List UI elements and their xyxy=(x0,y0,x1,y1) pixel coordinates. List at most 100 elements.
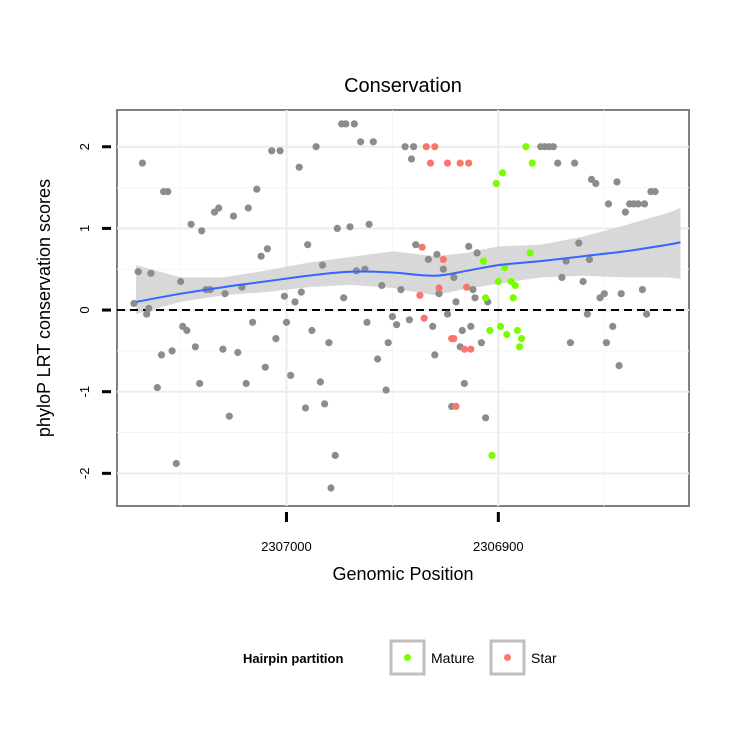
point-other xyxy=(291,298,299,306)
point-other xyxy=(435,290,443,298)
point-other xyxy=(257,252,265,260)
point-other xyxy=(452,298,460,306)
point-mature xyxy=(513,326,522,335)
point-other xyxy=(282,318,291,326)
point-other xyxy=(225,412,233,420)
point-star xyxy=(439,255,447,263)
point-other xyxy=(268,147,276,155)
point-other xyxy=(168,347,176,355)
point-other xyxy=(318,261,327,269)
point-other xyxy=(340,294,348,302)
point-other xyxy=(575,239,583,247)
confidence-band-layer xyxy=(117,208,689,315)
smooth-line-layer xyxy=(135,241,681,303)
y-tick-label: -1 xyxy=(77,386,92,398)
point-other xyxy=(469,286,477,294)
point-other xyxy=(153,384,161,392)
point-star xyxy=(443,159,452,167)
point-other xyxy=(325,339,333,347)
y-tick-label: -2 xyxy=(77,468,92,480)
point-other xyxy=(378,281,386,290)
point-star xyxy=(418,243,426,251)
point-other xyxy=(363,318,371,326)
point-other xyxy=(412,241,420,249)
point-star xyxy=(460,345,468,353)
point-star xyxy=(422,143,430,151)
point-other xyxy=(244,204,252,212)
point-other xyxy=(215,204,223,212)
point-other xyxy=(331,451,339,459)
point-other xyxy=(350,120,358,128)
y-tick-label: 1 xyxy=(77,225,92,232)
point-mature xyxy=(515,343,524,351)
point-star xyxy=(435,284,443,292)
point-mature xyxy=(528,159,536,167)
legend-label-mature: Mature xyxy=(431,650,475,666)
point-other xyxy=(145,304,153,312)
point-other xyxy=(460,379,468,388)
smooth-trend-line xyxy=(135,241,681,303)
point-mature xyxy=(509,294,517,302)
point-other xyxy=(450,273,458,281)
point-other xyxy=(253,185,261,193)
point-star xyxy=(431,143,439,151)
point-star xyxy=(463,283,471,291)
point-other xyxy=(321,400,329,408)
point-other xyxy=(147,269,155,277)
point-other xyxy=(221,290,229,298)
point-other xyxy=(295,163,303,171)
point-other xyxy=(242,379,250,388)
point-other xyxy=(643,310,651,318)
point-other xyxy=(388,313,396,321)
point-mature xyxy=(492,179,500,188)
point-other xyxy=(571,159,579,167)
point-mature xyxy=(494,277,502,286)
point-other xyxy=(549,143,558,151)
point-other xyxy=(602,339,611,347)
point-other xyxy=(583,310,591,318)
point-other xyxy=(316,378,324,386)
point-other xyxy=(615,362,623,370)
point-other xyxy=(333,224,341,232)
point-other xyxy=(458,326,466,335)
point-star xyxy=(456,159,464,167)
point-mature xyxy=(496,322,505,330)
point-other xyxy=(369,138,377,146)
point-mature xyxy=(482,294,490,302)
legend-label-star: Star xyxy=(531,650,557,666)
point-mature xyxy=(503,330,511,339)
point-mature xyxy=(511,281,519,290)
point-star xyxy=(450,335,458,343)
point-other xyxy=(405,316,413,324)
point-mature xyxy=(522,143,530,151)
point-other xyxy=(651,188,659,196)
point-other xyxy=(600,290,608,298)
point-mature xyxy=(479,257,488,265)
point-other xyxy=(613,178,621,186)
point-star xyxy=(467,345,475,353)
point-other xyxy=(429,322,437,330)
x-axis-label: Genomic Position xyxy=(332,564,473,584)
point-other xyxy=(397,286,405,294)
point-mature xyxy=(499,169,507,177)
legend-dot-star xyxy=(504,654,511,661)
point-other xyxy=(410,143,418,151)
point-mature xyxy=(518,335,526,343)
point-other xyxy=(433,250,441,259)
point-star xyxy=(426,159,435,167)
point-other xyxy=(304,241,312,249)
point-other xyxy=(172,459,180,468)
point-other xyxy=(634,200,642,208)
point-other xyxy=(177,277,185,286)
point-other xyxy=(287,371,295,379)
grid-lines xyxy=(117,105,689,506)
point-other xyxy=(621,208,630,216)
point-other xyxy=(365,220,373,228)
point-other xyxy=(308,326,316,335)
point-other xyxy=(342,120,350,128)
point-other xyxy=(393,321,401,329)
point-other xyxy=(382,386,390,394)
point-other xyxy=(138,159,146,167)
point-other xyxy=(407,155,416,163)
